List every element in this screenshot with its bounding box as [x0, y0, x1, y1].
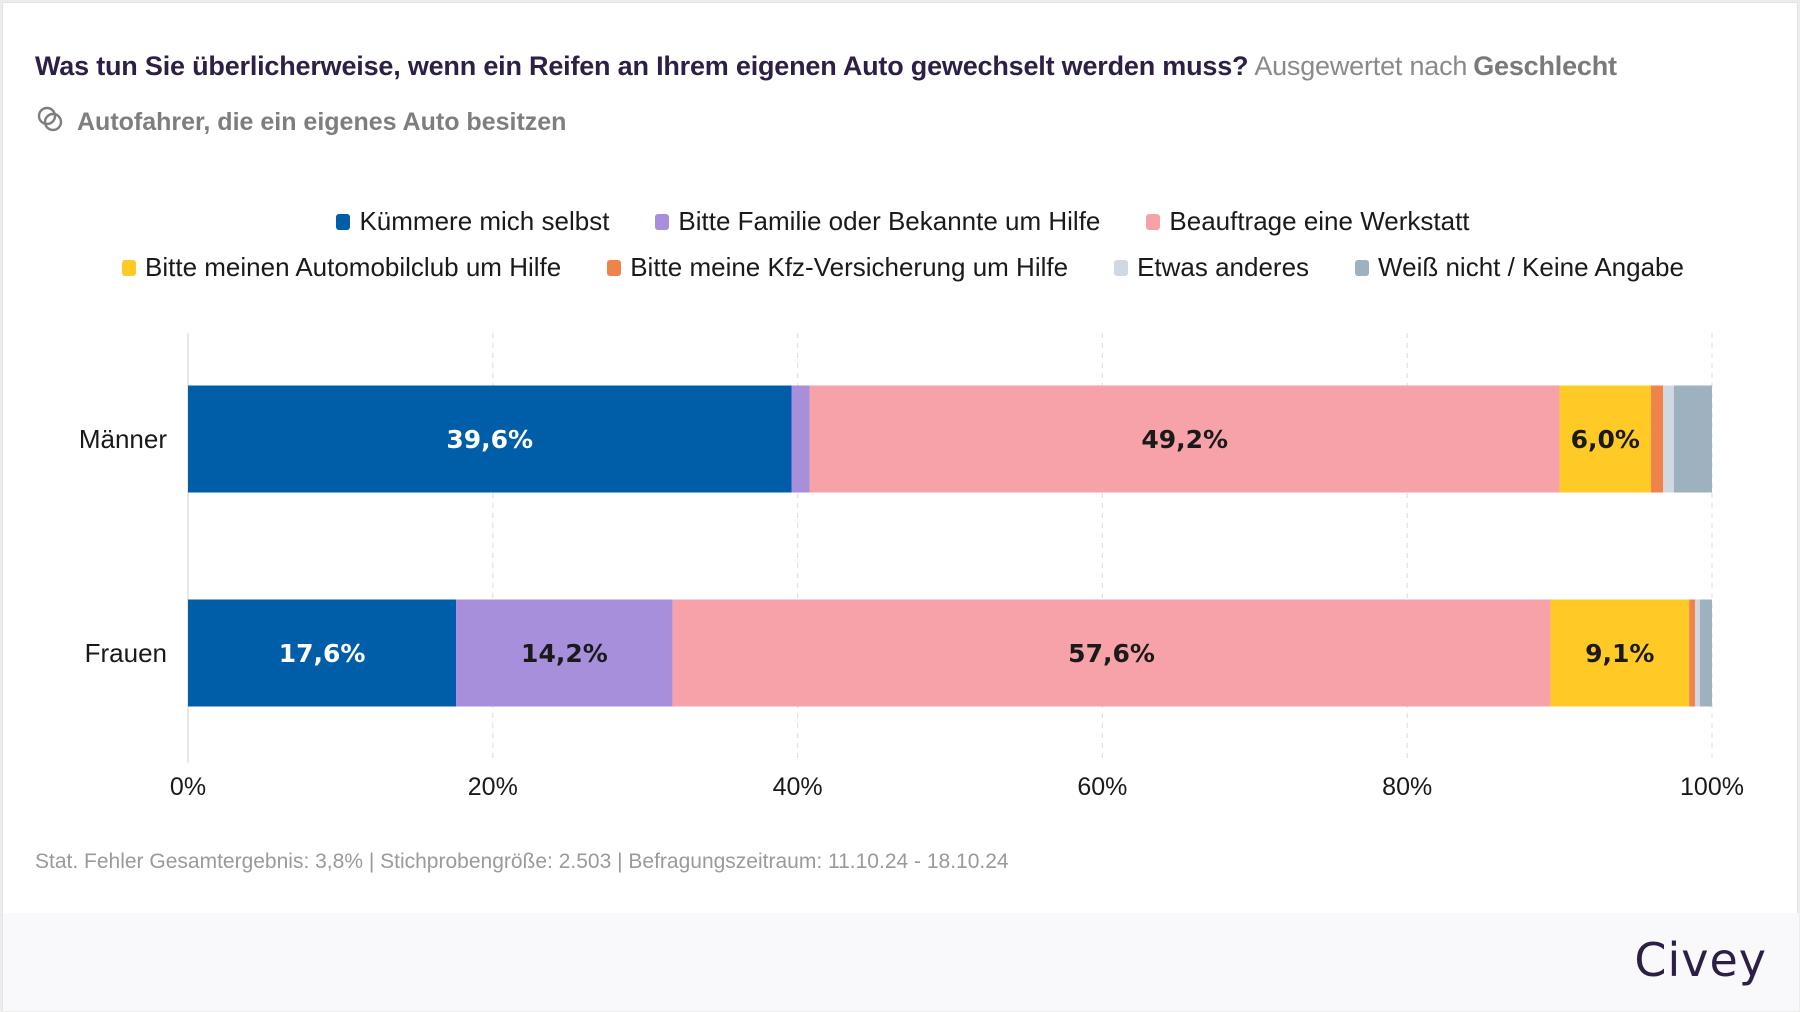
bar-segment[interactable]: [1663, 385, 1674, 493]
legend-item[interactable]: Weiß nicht / Keine Angabe: [1355, 252, 1684, 283]
brand-bar: Civey: [3, 913, 1799, 1011]
data-label: 9,1%: [1585, 639, 1654, 668]
bar-segment[interactable]: [1695, 599, 1700, 707]
methodology-note: Stat. Fehler Gesamtergebnis: 3,8% | Stic…: [35, 850, 1009, 873]
x-tick-label: 40%: [773, 773, 823, 801]
bar-segment[interactable]: [1651, 385, 1664, 493]
data-label: 14,2%: [521, 639, 608, 668]
bar-chart: Männer 39,6% 49,2% 6,0% Frauen 17,6% 14,2% 57,6…: [79, 333, 1744, 801]
population-text: Autofahrer, die ein eigenes Auto besitze…: [77, 108, 567, 136]
bar-segment[interactable]: [1699, 599, 1712, 707]
legend-item[interactable]: Kümmere mich selbst: [336, 206, 609, 237]
category-label: Männer: [79, 424, 167, 454]
legend-swatch: [1114, 259, 1129, 276]
legend-swatch: [1146, 213, 1161, 230]
bar-segment[interactable]: [809, 385, 1560, 493]
bar-segment[interactable]: [456, 599, 673, 707]
legend-label: Bitte meinen Automobilclub um Hilfe: [145, 252, 562, 282]
x-tick-label: 0%: [170, 773, 206, 801]
data-label: 6,0%: [1571, 425, 1640, 454]
legend-label: Kümmere mich selbst: [359, 206, 610, 236]
data-label: 39,6%: [446, 425, 533, 454]
legend-swatch: [607, 259, 622, 276]
bar-segment[interactable]: [1559, 385, 1652, 493]
chart-title: Was tun Sie überlicherweise, wenn ein Re…: [35, 51, 1617, 82]
breakdown-prefix: Ausgewertet nach: [1254, 51, 1468, 81]
legend-item[interactable]: Bitte meine Kfz-Versicherung um Hilfe: [607, 252, 1068, 283]
legend-row-2: Bitte meinen Automobilclub um Hilfe Bitt…: [3, 252, 1800, 283]
data-label: 49,2%: [1141, 425, 1228, 454]
legend-label: Beauftrage eine Werkstatt: [1169, 206, 1470, 236]
legend-label: Etwas anderes: [1137, 252, 1310, 282]
x-tick-label: 100%: [1680, 773, 1744, 801]
legend-label: Weiß nicht / Keine Angabe: [1378, 252, 1684, 282]
bar-segment[interactable]: [1689, 599, 1696, 707]
x-tick-label: 80%: [1382, 773, 1432, 801]
civey-logo[interactable]: Civey: [1634, 933, 1767, 987]
bar-segment[interactable]: [1673, 385, 1712, 493]
legend-swatch: [1355, 259, 1370, 276]
data-label: 17,6%: [279, 639, 366, 668]
legend-swatch: [655, 213, 670, 230]
legend-swatch: [122, 259, 136, 276]
legend-item[interactable]: Etwas anderes: [1114, 252, 1309, 283]
bar-segment[interactable]: [188, 599, 457, 707]
legend-item[interactable]: Beauftrage eine Werkstatt: [1146, 206, 1470, 237]
legend-swatch: [336, 213, 351, 230]
breakdown-dimension: Geschlecht: [1473, 51, 1617, 81]
question-text: Was tun Sie überlicherweise, wenn ein Re…: [35, 51, 1249, 81]
legend-row-1: Kümmere mich selbst Bitte Familie oder B…: [3, 206, 1800, 237]
category-label: Frauen: [85, 638, 167, 668]
bar-segment[interactable]: [1550, 599, 1690, 707]
bar-segment[interactable]: [791, 385, 810, 493]
legend-label: Bitte Familie oder Bekannte um Hilfe: [678, 206, 1101, 236]
x-tick-label: 60%: [1077, 773, 1127, 801]
overlapping-circles-icon: [35, 104, 65, 141]
legend-label: Bitte meine Kfz-Versicherung um Hilfe: [630, 252, 1069, 282]
bar-segment[interactable]: [672, 599, 1551, 707]
legend-item[interactable]: Bitte meinen Automobilclub um Hilfe: [122, 252, 561, 283]
population-subtitle: Autofahrer, die ein eigenes Auto besitze…: [35, 104, 566, 141]
data-label: 57,6%: [1068, 639, 1155, 668]
bar-segment[interactable]: [188, 385, 792, 493]
legend-item[interactable]: Bitte Familie oder Bekannte um Hilfe: [655, 206, 1100, 237]
x-tick-label: 20%: [468, 773, 518, 801]
